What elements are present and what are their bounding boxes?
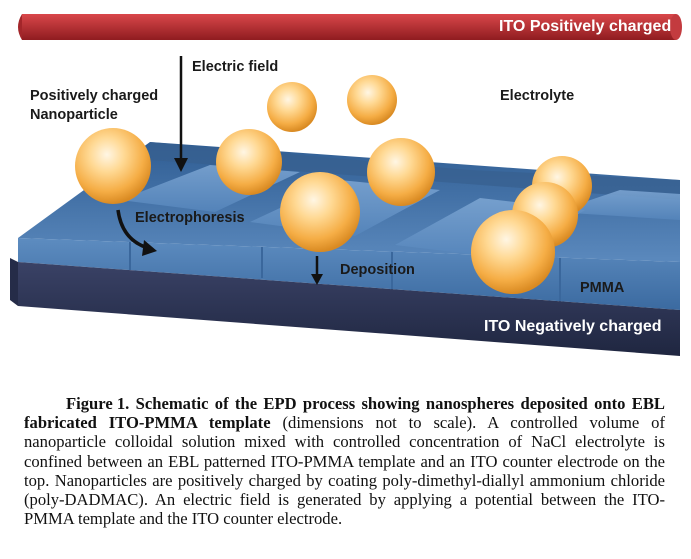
- deposition-label: Deposition: [340, 262, 415, 278]
- bottom-electrode: [10, 258, 680, 356]
- caption-body-text: (dimensions not to scale). A controlled …: [24, 413, 665, 529]
- top-electrode: [18, 14, 682, 40]
- nanoparticle: [347, 75, 397, 125]
- nanoparticle: [280, 172, 360, 252]
- electric-field-arrow: [174, 56, 188, 172]
- caption-bold-title: Schematic of the EPD process showing nan…: [24, 394, 665, 433]
- top-electrode-label: ITO Positively charged: [499, 18, 672, 35]
- electrolyte-label: Electrolyte: [500, 88, 575, 104]
- bottom-electrode-label: ITO Negatively charged: [484, 318, 662, 335]
- nanoparticle: [267, 82, 317, 132]
- nanoparticle: [367, 138, 435, 206]
- particle-label-line1: Positively charged: [30, 88, 159, 104]
- epd-schematic-svg: [10, 14, 682, 356]
- caption-figure-number: Figure 1.: [66, 394, 130, 413]
- epd-schematic-figure: ITO Positively charged ITO Negatively ch…: [10, 14, 682, 356]
- nanoparticle: [216, 129, 282, 195]
- electrophoresis-label: Electrophoresis: [135, 210, 245, 226]
- nanoparticle: [75, 128, 151, 204]
- particle-label-line2: Nanoparticle: [30, 107, 118, 123]
- deposition-arrow: [311, 256, 323, 285]
- electric-field-label: Electric field: [192, 59, 279, 75]
- electrophoresis-arrow: [116, 209, 157, 256]
- nanoparticles: [75, 75, 592, 294]
- nanoparticle: [471, 210, 555, 294]
- pmma-label: PMMA: [580, 280, 625, 296]
- figure-caption: Figure 1. Schematic of the EPD process s…: [24, 394, 665, 528]
